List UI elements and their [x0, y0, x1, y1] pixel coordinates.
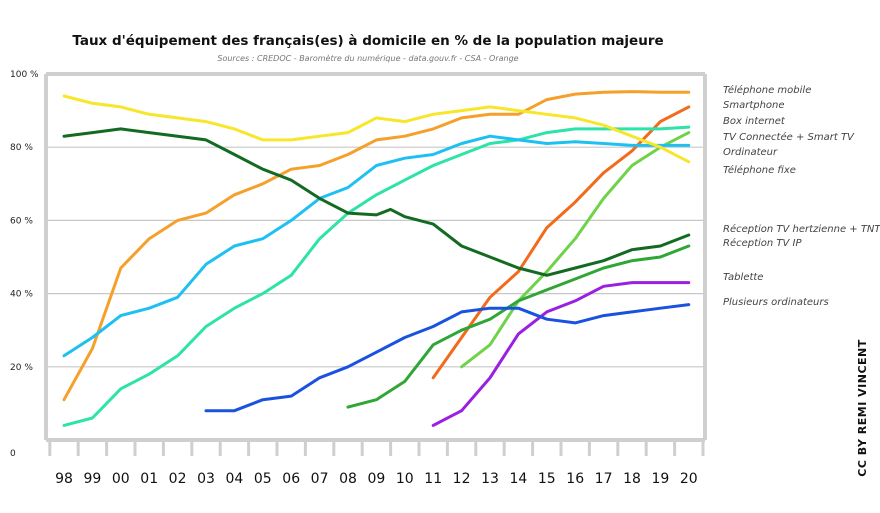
x-tick-label: 08: [339, 471, 357, 487]
series-line-3: [460, 131, 691, 369]
x-tick-label: 12: [453, 471, 471, 487]
x-tick-label: 99: [83, 471, 101, 487]
x-tick-label: 11: [424, 471, 442, 487]
series-line-1: [62, 90, 691, 402]
x-tick-label: 17: [595, 471, 613, 487]
y-tick-label: 100 %: [10, 70, 39, 80]
x-tick-label: 01: [140, 471, 158, 487]
x-tick-label: 03: [197, 471, 215, 487]
y-tick-label: 60 %: [10, 216, 33, 226]
x-tick-label: 10: [396, 471, 414, 487]
x-tick-label: 15: [538, 471, 556, 487]
legend-entry-9: Tablette: [723, 272, 763, 283]
y-tick-label: 20 %: [10, 363, 33, 373]
legend-entry-3: Box internet: [723, 116, 786, 127]
series-line-9: [431, 281, 691, 427]
series-line-4: [62, 125, 691, 427]
series-line-2: [431, 105, 691, 380]
x-tick-label: 18: [623, 471, 641, 487]
series-line-7: [62, 127, 691, 277]
y-tick-label: 80 %: [10, 143, 33, 153]
legend-entry-5: Ordinateur: [723, 147, 778, 158]
legend-entry-1: Téléphone mobile: [723, 84, 811, 96]
chart-title: Taux d'équipement des français(es) à dom…: [72, 33, 663, 49]
credit-text: CC BY REMI VINCENT: [856, 339, 869, 477]
x-tick-label: 16: [566, 471, 584, 487]
x-tick-label: 02: [169, 471, 187, 487]
grid: [46, 146, 705, 368]
x-tick-label: 00: [112, 471, 130, 487]
series-line-10: [204, 303, 691, 413]
series-line-8: [346, 244, 691, 409]
x-tick-label: 19: [651, 471, 669, 487]
x-tick-label: 07: [311, 471, 329, 487]
series-layer: [62, 90, 691, 427]
x-tick-label: 14: [509, 471, 527, 487]
legend-entry-4: TV Connectée + Smart TV: [723, 131, 855, 143]
x-axis: 98 99 00 01 02 03 04 05 06 07 08 09 10 11 12 13 14 15 16 17…: [55, 471, 698, 487]
x-tick-label: 98: [55, 471, 73, 487]
y-tick-label: 0: [10, 449, 16, 459]
legend-entry-7: Réception TV hertzienne + TNT: [723, 223, 880, 235]
x-tick-label: 20: [680, 471, 698, 487]
legend-entry-2: Smartphone: [723, 100, 785, 111]
series-line-6: [62, 94, 691, 164]
x-tick-label: 04: [225, 471, 243, 487]
x-tick-label: 05: [254, 471, 272, 487]
y-axis: 0 20 % 40 % 60 % 80 % 100 %: [10, 70, 39, 459]
x-tick-label: 13: [481, 471, 499, 487]
plot-frame: [44, 72, 707, 456]
chart-subtitle: Sources : CREDOC - Baromètre du numériqu…: [217, 53, 518, 63]
y-tick-label: 40 %: [10, 290, 33, 300]
legend-entry-10: Plusieurs ordinateurs: [723, 297, 829, 308]
legend-entry-8: Réception TV IP: [723, 237, 803, 249]
legend-entry-6: Téléphone fixe: [723, 164, 796, 176]
legend: Téléphone mobile Smartphone Box internet TV…: [723, 84, 880, 308]
x-tick-label: 06: [282, 471, 300, 487]
x-tick-label: 09: [367, 471, 385, 487]
series-line-5: [62, 134, 691, 358]
